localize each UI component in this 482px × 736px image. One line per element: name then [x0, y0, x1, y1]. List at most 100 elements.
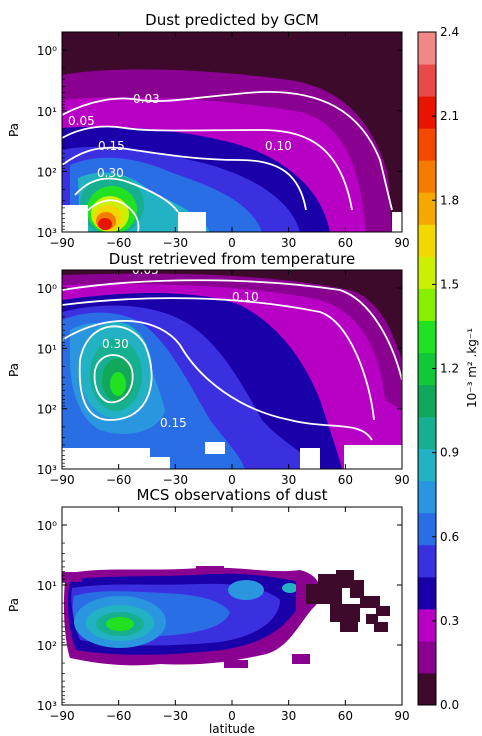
mcs-field: [62, 566, 390, 668]
retrieved-ylabel: Pa: [7, 363, 21, 377]
mcs-title: MCS observations of dust: [137, 486, 328, 504]
colorbar-band: [418, 448, 436, 482]
mcs-x-tick-label: −90: [49, 709, 74, 723]
retrieved-contour-labels: 0.05 0.10 0.30 0.15: [102, 263, 259, 430]
colorbar-tick-label: 0.3: [440, 614, 459, 628]
mcs-edges: [62, 566, 310, 668]
gcm-title: Dust predicted by GCM: [145, 11, 319, 29]
mcs-x-tick-label: 30: [281, 709, 296, 723]
panel-retrieved: 0.05 0.10 0.30 0.15 Dust retrieved from …: [7, 250, 410, 487]
retrieved-y-tick-label: 10⁰: [37, 282, 57, 296]
colorbar-band: [418, 128, 436, 161]
retrieved-y-tick-label: 10²: [37, 403, 57, 417]
retrieved-field: 0.05 0.10 0.30 0.15: [62, 263, 402, 469]
gcm-contour-labels: 0.03 0.05 0.15 0.10 0.30: [68, 92, 292, 180]
mcs-xlabel: latitude: [209, 722, 255, 736]
colorbar-band: [418, 544, 436, 578]
retrieved-x-tick-label: 30: [281, 473, 296, 487]
retrieved-x-tick-label: 90: [394, 473, 409, 487]
gcm-ylabel: Pa: [7, 123, 21, 137]
colorbar-tick-label: 0.9: [440, 446, 459, 460]
retrieved-contour-label-3: 0.15: [160, 416, 187, 430]
gcm-x-tick-label: 90: [394, 236, 409, 250]
mcs-y-tick-label: 10³: [37, 699, 57, 713]
gcm-x-tick-label: 0: [228, 236, 236, 250]
colorbar: 0.0 0.3 0.6 0.9 1.2 1.5 1.8 2.1 2.4 10⁻³ m² .kg⁻…: [417, 25, 479, 712]
gcm-x-tick-label: −60: [106, 236, 131, 250]
gcm-x-ticks: −90 −60 −30 0 30 60 90: [49, 32, 410, 250]
mcs-x-tick-label: 0: [228, 709, 236, 723]
retrieved-y-tick-label: 10¹: [37, 342, 57, 356]
retrieved-x-tick-label: −90: [49, 473, 74, 487]
retrieved-x-tick-label: −30: [163, 473, 188, 487]
colorbar-band: [418, 64, 436, 97]
mcs-y-tick-label: 10¹: [37, 579, 57, 593]
gcm-x-tick-label: 30: [281, 236, 296, 250]
gcm-contour-label-0: 0.03: [133, 92, 160, 106]
colorbar-band: [418, 288, 436, 321]
mcs-x-ticks: −90 −60 −30 0 30 60 90: [49, 507, 410, 723]
colorbar-tick-label: 0.6: [440, 530, 459, 544]
retrieved-contour-label-2: 0.30: [102, 337, 129, 351]
gcm-x-tick-label: 60: [338, 236, 353, 250]
gcm-contour-label-1: 0.05: [68, 114, 95, 128]
colorbar-band: [418, 192, 436, 225]
retrieved-contour-label-1: 0.10: [232, 290, 259, 304]
mcs-ylabel: Pa: [7, 598, 21, 612]
mcs-y-tick-label: 10⁰: [37, 519, 57, 533]
colorbar-band: [418, 608, 436, 642]
colorbar-band: [418, 224, 436, 257]
mcs-polar-cap: [306, 570, 390, 632]
gcm-contour-label-4: 0.30: [97, 166, 124, 180]
colorbar-tick-label: 1.2: [440, 362, 459, 376]
retrieved-x-tick-label: −60: [106, 473, 131, 487]
mcs-x-tick-label: −60: [106, 709, 131, 723]
panel-gcm: 0.03 0.05 0.15 0.10 0.30 Dust predicted …: [7, 11, 410, 250]
gcm-contours: [62, 91, 393, 232]
colorbar-band: [418, 416, 436, 450]
gcm-x-tick-label: −30: [163, 236, 188, 250]
gcm-x-tick-label: −90: [49, 236, 74, 250]
retrieved-contour-label-0: 0.05: [132, 263, 159, 277]
colorbar-tick-label: 1.8: [440, 193, 459, 207]
colorbar-band: [418, 512, 436, 546]
colorbar-band: [418, 480, 436, 514]
panel-mcs: MCS observations of dust Pa latitude −90…: [7, 486, 410, 736]
retrieved-x-ticks: −90 −60 −30 0 30 60 90: [49, 270, 410, 487]
colorbar-band: [418, 672, 436, 706]
retrieved-contours: [62, 279, 402, 441]
retrieved-x-tick-label: 0: [228, 473, 236, 487]
gcm-y-tick-label: 10²: [37, 165, 57, 179]
colorbar-band: [418, 160, 436, 193]
colorbar-label: 10⁻³ m² .kg⁻¹: [465, 328, 479, 408]
retrieved-x-tick-label: 60: [338, 473, 353, 487]
mcs-x-tick-label: 60: [338, 709, 353, 723]
colorbar-tick-label: 2.4: [440, 25, 459, 39]
gcm-field: 0.03 0.05 0.15 0.10 0.30: [62, 32, 402, 232]
retrieved-y-tick-label: 10³: [37, 463, 57, 477]
mcs-y-ticks: 10⁰ 10¹ 10² 10³: [37, 519, 402, 713]
mcs-x-tick-label: 90: [394, 709, 409, 723]
gcm-y-ticks: 10⁰ 10¹ 10² 10³: [37, 44, 402, 240]
colorbar-band: [418, 256, 436, 289]
retrieved-y-ticks: 10⁰ 10¹ 10² 10³: [37, 282, 402, 477]
colorbar-band: [418, 32, 436, 65]
colorbar-tick-label: 2.1: [440, 109, 459, 123]
colorbar-band: [418, 640, 436, 674]
colorbar-band: [418, 96, 436, 129]
retrieved-title: Dust retrieved from temperature: [109, 250, 355, 268]
colorbar-tick-label: 0.0: [440, 698, 459, 712]
gcm-contour-label-2: 0.15: [98, 139, 125, 153]
gcm-y-tick-label: 10⁰: [37, 44, 57, 58]
mcs-x-tick-label: −30: [163, 709, 188, 723]
mcs-y-tick-label: 10²: [37, 639, 57, 653]
colorbar-band: [418, 320, 436, 353]
gcm-y-tick-label: 10¹: [37, 105, 57, 119]
gcm-y-tick-label: 10³: [37, 226, 57, 240]
colorbar-band: [418, 576, 436, 610]
colorbar-band: [418, 384, 436, 418]
colorbar-band: [418, 352, 436, 386]
colorbar-tick-label: 1.5: [440, 277, 459, 291]
gcm-contour-label-3: 0.10: [265, 139, 292, 153]
